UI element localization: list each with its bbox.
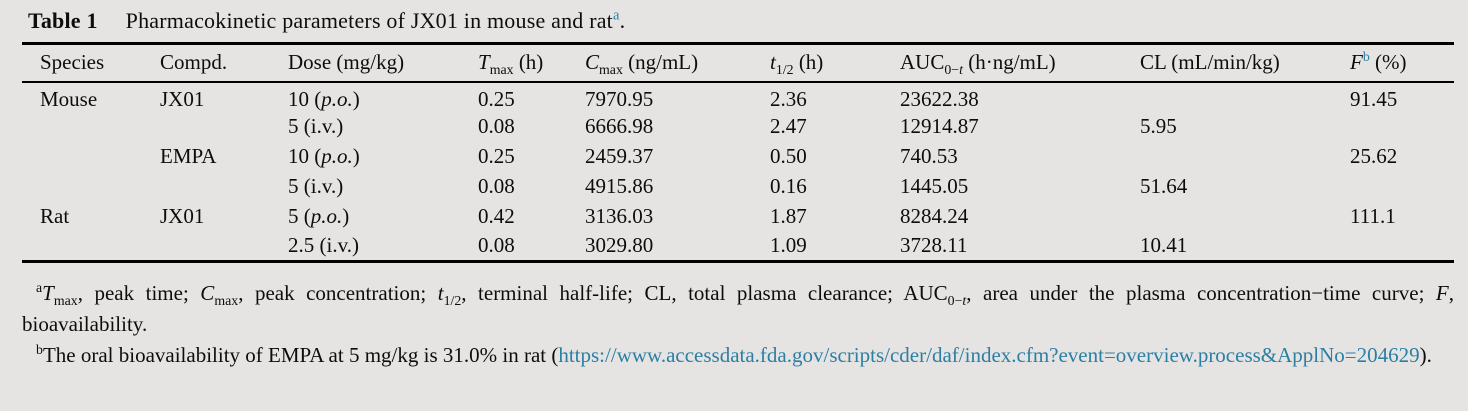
dose-route: p.o. xyxy=(321,86,353,111)
col-header-dose: Dose (mg/kg) xyxy=(288,50,405,75)
cell-auc: 1445.05 xyxy=(900,174,969,198)
cell-thalf: 1.09 xyxy=(770,233,807,258)
cell-species: Mouse xyxy=(40,86,98,111)
cell-f xyxy=(1350,112,1454,142)
cell-dose: 5 (i.v.) xyxy=(288,174,344,198)
cell-cl: 10.41 xyxy=(1140,233,1188,258)
cell-tmax: 0.25 xyxy=(478,144,515,168)
footnote-b: bThe oral bioavailability of EMPA at 5 m… xyxy=(36,342,1432,367)
cell-thalf: 0.50 xyxy=(770,144,807,168)
dose-route: p.o. xyxy=(310,204,343,228)
cell-auc: 8284.24 xyxy=(900,204,969,228)
cell-thalf: 2.47 xyxy=(770,114,807,138)
cell-compound xyxy=(160,232,288,262)
cell-dose: 5 (p.o.) xyxy=(288,204,350,228)
table-row: 2.5 (i.v.) 0.08 3029.80 1.09 3728.11 10.… xyxy=(22,232,1454,262)
header-row: Species Compd. Dose (mg/kg) Tmax (h) Cma… xyxy=(22,44,1454,82)
table-row: 5 (i.v.) 0.08 4915.86 0.16 1445.05 51.64 xyxy=(22,172,1454,202)
col-header-thalf: t1/2 (h) xyxy=(770,50,824,78)
dose-route: p.o. xyxy=(321,144,353,168)
cell-auc: 12914.87 xyxy=(900,114,979,138)
cell-f: 111.1 xyxy=(1350,204,1396,228)
cell-cmax: 4915.86 xyxy=(585,174,654,198)
caption-period: . xyxy=(619,8,626,33)
cell-auc: 740.53 xyxy=(900,144,958,168)
table-footnotes: aTmax, peak time; Cmax, peak concentrati… xyxy=(22,278,1454,371)
cell-species xyxy=(22,112,160,142)
cell-cl xyxy=(1140,82,1350,112)
cell-f xyxy=(1350,172,1454,202)
fda-link[interactable]: https://www.accessdata.fda.gov/scripts/c… xyxy=(558,343,1420,367)
cell-cmax: 3029.80 xyxy=(585,233,654,258)
cell-compound xyxy=(160,112,288,142)
cell-dose: 10 (p.o.) xyxy=(288,86,360,111)
table-row: EMPA 10 (p.o.) 0.25 2459.37 0.50 740.53 … xyxy=(22,142,1454,172)
table-figure: Table 1 Pharmacokinetic parameters of JX0… xyxy=(22,0,1454,371)
cell-tmax: 0.42 xyxy=(478,204,515,228)
cell-thalf: 1.87 xyxy=(770,204,807,228)
cell-tmax: 0.08 xyxy=(478,233,515,258)
footnote-marker-b: b xyxy=(1362,49,1370,65)
cell-dose: 2.5 (i.v.) xyxy=(288,233,359,258)
table-caption: Pharmacokinetic parameters of JX01 in mo… xyxy=(125,8,613,33)
cell-species xyxy=(22,232,160,262)
cell-cl xyxy=(1140,202,1350,232)
dose-route: i.v. xyxy=(326,233,352,258)
table-number: Table 1 xyxy=(28,8,98,33)
cell-cl xyxy=(1140,142,1350,172)
cell-cl: 5.95 xyxy=(1140,114,1177,138)
table-row: 5 (i.v.) 0.08 6666.98 2.47 12914.87 5.95 xyxy=(22,112,1454,142)
table-row: Rat JX01 5 (p.o.) 0.42 3136.03 1.87 8284… xyxy=(22,202,1454,232)
col-header-compound: Compd. xyxy=(160,50,228,75)
col-header-species: Species xyxy=(40,50,105,75)
cell-compound: JX01 xyxy=(160,86,205,111)
col-header-cl: CL (mL/min/kg) xyxy=(1140,50,1280,75)
col-header-tmax: Tmax (h) xyxy=(478,50,544,78)
cell-cmax: 7970.95 xyxy=(585,86,654,111)
footnote-a: aTmax, peak time; Cmax, peak concentrati… xyxy=(22,280,1454,336)
cell-compound xyxy=(160,172,288,202)
col-header-cmax: Cmax (ng/mL) xyxy=(585,50,699,78)
cell-tmax: 0.08 xyxy=(478,114,515,138)
cell-cl: 51.64 xyxy=(1140,174,1188,198)
dose-route: i.v. xyxy=(310,114,337,138)
cell-cmax: 2459.37 xyxy=(585,144,654,168)
table-row: Mouse JX01 10 (p.o.) 0.25 7970.95 2.36 2… xyxy=(22,82,1454,112)
table-title: Table 1 Pharmacokinetic parameters of JX0… xyxy=(22,0,1454,42)
cell-tmax: 0.25 xyxy=(478,86,515,111)
footnote-b-marker: b xyxy=(36,342,43,357)
cell-species xyxy=(22,172,160,202)
cell-dose: 10 (p.o.) xyxy=(288,144,360,168)
cell-species: Rat xyxy=(40,204,70,228)
cell-cmax: 6666.98 xyxy=(585,114,654,138)
cell-auc: 3728.11 xyxy=(900,233,968,258)
col-header-f: Fb (%) xyxy=(1350,49,1407,75)
col-header-auc: AUC0−t (h·ng/mL) xyxy=(900,50,1056,78)
cell-cmax: 3136.03 xyxy=(585,204,654,228)
cell-auc: 23622.38 xyxy=(900,86,979,111)
cell-species xyxy=(22,142,160,172)
cell-tmax: 0.08 xyxy=(478,174,515,198)
cell-thalf: 2.36 xyxy=(770,86,807,111)
cell-f xyxy=(1350,232,1454,262)
pk-table: Species Compd. Dose (mg/kg) Tmax (h) Cma… xyxy=(22,42,1454,263)
cell-dose: 5 (i.v.) xyxy=(288,114,344,138)
footnote-marker-a: a xyxy=(613,7,620,24)
cell-thalf: 0.16 xyxy=(770,174,807,198)
footnote-a-marker: a xyxy=(36,280,43,295)
dose-route: i.v. xyxy=(310,174,337,198)
cell-compound: EMPA xyxy=(160,144,217,168)
cell-compound: JX01 xyxy=(160,204,205,228)
cell-f: 91.45 xyxy=(1350,86,1398,111)
cell-f: 25.62 xyxy=(1350,144,1398,168)
